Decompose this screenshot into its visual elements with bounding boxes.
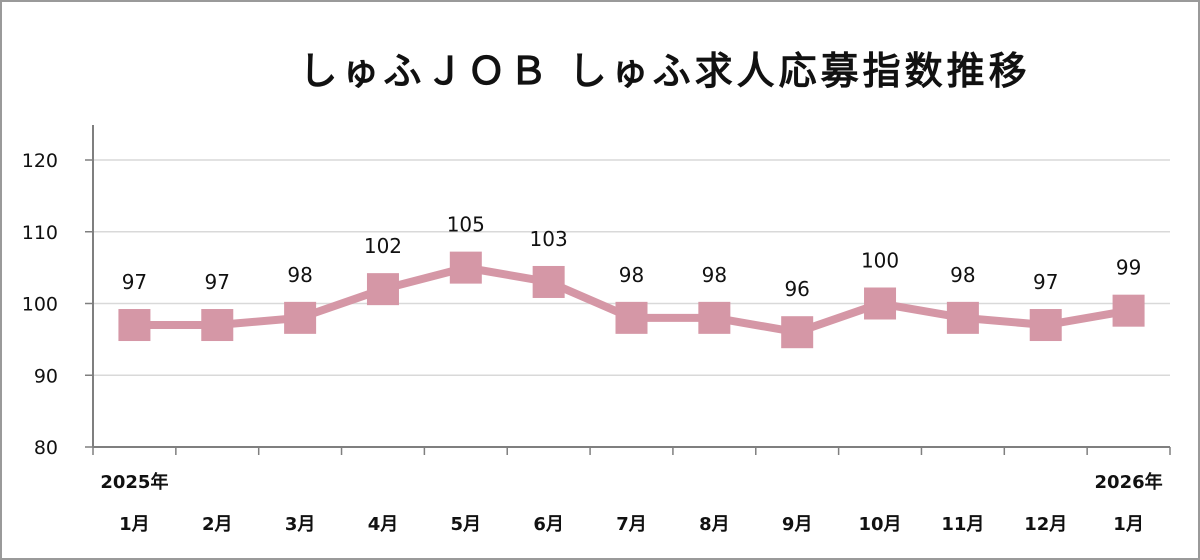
data-point bbox=[864, 287, 897, 320]
data-label: 99 bbox=[1116, 256, 1141, 280]
y-tick-label: 90 bbox=[34, 365, 58, 387]
data-point bbox=[449, 251, 482, 284]
data-point bbox=[946, 301, 979, 334]
x-tick-label: 8月 bbox=[699, 514, 730, 535]
x-tick-label: 5月 bbox=[451, 514, 482, 535]
axes bbox=[85, 125, 1170, 448]
data-point bbox=[1112, 294, 1145, 327]
x-tick-labels: 1月 2月 3月 4月 5月 6月 7月 8月 9月 10月 11月 12月 1月 2025年 2026年 bbox=[100, 471, 1162, 535]
year-label-start: 2025年 bbox=[100, 471, 168, 493]
data-label: 103 bbox=[530, 227, 568, 251]
data-label: 98 bbox=[950, 263, 975, 287]
data-label: 98 bbox=[619, 263, 644, 287]
y-tick-label: 120 bbox=[22, 150, 58, 172]
data-point bbox=[1029, 309, 1062, 342]
x-tick-label: 9月 bbox=[782, 514, 813, 535]
data-point bbox=[698, 301, 731, 334]
data-point bbox=[532, 265, 565, 298]
y-tick-label: 110 bbox=[22, 222, 58, 244]
data-labels: 97 97 98 102 105 103 98 98 96 100 98 97 99 bbox=[122, 213, 1142, 302]
data-label: 102 bbox=[364, 234, 402, 258]
x-tick-label: 2月 bbox=[202, 514, 233, 535]
data-label: 96 bbox=[784, 277, 809, 301]
x-tick-label: 12月 bbox=[1024, 514, 1067, 535]
x-tick-label: 1月 bbox=[1113, 514, 1144, 535]
data-label: 98 bbox=[702, 263, 727, 287]
x-tick-label: 11月 bbox=[941, 514, 984, 535]
y-tick-label: 80 bbox=[34, 437, 58, 459]
data-point bbox=[284, 301, 317, 334]
x-tick-marks bbox=[92, 447, 1171, 455]
series-markers bbox=[118, 251, 1145, 349]
data-point bbox=[781, 316, 814, 349]
data-point bbox=[201, 309, 234, 342]
x-tick-label: 4月 bbox=[368, 514, 399, 535]
data-label: 97 bbox=[122, 270, 147, 294]
x-tick-label: 1月 bbox=[119, 514, 150, 535]
data-label: 105 bbox=[447, 213, 485, 237]
year-label-end: 2026年 bbox=[1095, 471, 1163, 493]
data-label: 100 bbox=[861, 249, 899, 273]
x-tick-label: 6月 bbox=[533, 514, 564, 535]
data-label: 97 bbox=[1033, 270, 1058, 294]
x-tick-label: 3月 bbox=[285, 514, 316, 535]
data-point bbox=[366, 273, 399, 306]
data-point bbox=[118, 309, 151, 342]
y-tick-label: 100 bbox=[22, 294, 58, 316]
data-point bbox=[615, 301, 648, 334]
x-tick-label: 7月 bbox=[616, 514, 647, 535]
chart-title: しゅふＪＯＢ しゅふ求人応募指数推移 bbox=[299, 49, 1031, 93]
y-tick-labels: 80 90 100 110 120 bbox=[22, 150, 58, 459]
data-label: 97 bbox=[205, 270, 230, 294]
data-label: 98 bbox=[287, 263, 312, 287]
x-tick-label: 10月 bbox=[859, 514, 902, 535]
